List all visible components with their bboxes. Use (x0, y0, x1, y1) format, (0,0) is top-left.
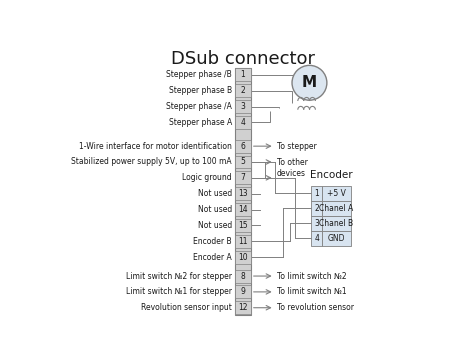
Bar (235, 187, 251, 200)
Text: 15: 15 (238, 221, 248, 230)
Text: 10: 10 (238, 253, 248, 261)
Text: To other
devices: To other devices (277, 158, 308, 179)
Text: 2: 2 (240, 86, 246, 95)
Text: Not used: Not used (198, 189, 232, 198)
Bar (235, 156, 251, 168)
Text: Chanel B: Chanel B (319, 219, 354, 228)
Text: 1: 1 (240, 71, 246, 79)
Bar (311, 186, 322, 201)
Text: 9: 9 (240, 287, 246, 296)
Bar (322, 186, 351, 201)
Text: 6: 6 (240, 141, 246, 150)
Text: Stabilized power supply 5V, up to 100 mA: Stabilized power supply 5V, up to 100 mA (71, 158, 232, 166)
Bar (322, 231, 351, 246)
Text: 1: 1 (314, 189, 319, 198)
Text: Logic ground: Logic ground (182, 173, 232, 182)
Bar (235, 251, 251, 264)
Text: Stepper phase /B: Stepper phase /B (166, 71, 232, 79)
Bar (235, 301, 251, 314)
Bar (235, 116, 251, 129)
Text: M: M (302, 75, 317, 90)
Bar (235, 235, 251, 248)
Text: 5: 5 (240, 158, 246, 166)
Bar (235, 68, 251, 81)
Text: To stepper: To stepper (277, 141, 317, 150)
Bar (235, 203, 251, 216)
Text: 13: 13 (238, 189, 248, 198)
Bar (311, 231, 322, 246)
Text: Stepper phase B: Stepper phase B (169, 86, 232, 95)
Text: 3: 3 (314, 219, 319, 228)
Bar (311, 201, 322, 216)
Text: 8: 8 (240, 271, 246, 280)
Text: Chanel A: Chanel A (319, 204, 354, 213)
Text: 3: 3 (240, 102, 246, 111)
Bar (311, 216, 322, 231)
Text: Not used: Not used (198, 221, 232, 230)
Text: 7: 7 (240, 173, 246, 182)
Text: Encoder B: Encoder B (193, 237, 232, 246)
Text: Encoder A: Encoder A (193, 253, 232, 261)
Bar (235, 84, 251, 97)
Text: DSub connector: DSub connector (171, 50, 315, 68)
Text: GND: GND (328, 234, 345, 243)
Bar (235, 68, 251, 315)
Text: To limit switch №2: To limit switch №2 (277, 271, 346, 280)
Text: Not used: Not used (198, 205, 232, 214)
Bar (322, 201, 351, 216)
Text: Stepper phase /A: Stepper phase /A (166, 102, 232, 111)
Text: Revolution sensor input: Revolution sensor input (141, 303, 232, 312)
Text: 14: 14 (238, 205, 248, 214)
Bar (235, 100, 251, 113)
Bar (235, 285, 251, 298)
Bar (235, 140, 251, 153)
Text: 11: 11 (238, 237, 248, 246)
Text: +5 V: +5 V (327, 189, 346, 198)
Bar (235, 171, 251, 184)
Text: Limit switch №2 for stepper: Limit switch №2 for stepper (126, 271, 232, 280)
Bar (322, 216, 351, 231)
Text: Stepper phase A: Stepper phase A (169, 118, 232, 127)
Circle shape (292, 66, 327, 100)
Text: Encoder: Encoder (310, 170, 352, 180)
Text: 1-Wire interface for motor identification: 1-Wire interface for motor identificatio… (79, 141, 232, 150)
Text: 12: 12 (238, 303, 248, 312)
Text: To limit switch №1: To limit switch №1 (277, 287, 346, 296)
Text: Limit switch №1 for stepper: Limit switch №1 for stepper (126, 287, 232, 296)
Text: To revolution sensor: To revolution sensor (277, 303, 354, 312)
Text: 2: 2 (314, 204, 319, 213)
Bar (235, 270, 251, 283)
Text: 4: 4 (240, 118, 246, 127)
Text: 4: 4 (314, 234, 319, 243)
Bar (235, 219, 251, 232)
